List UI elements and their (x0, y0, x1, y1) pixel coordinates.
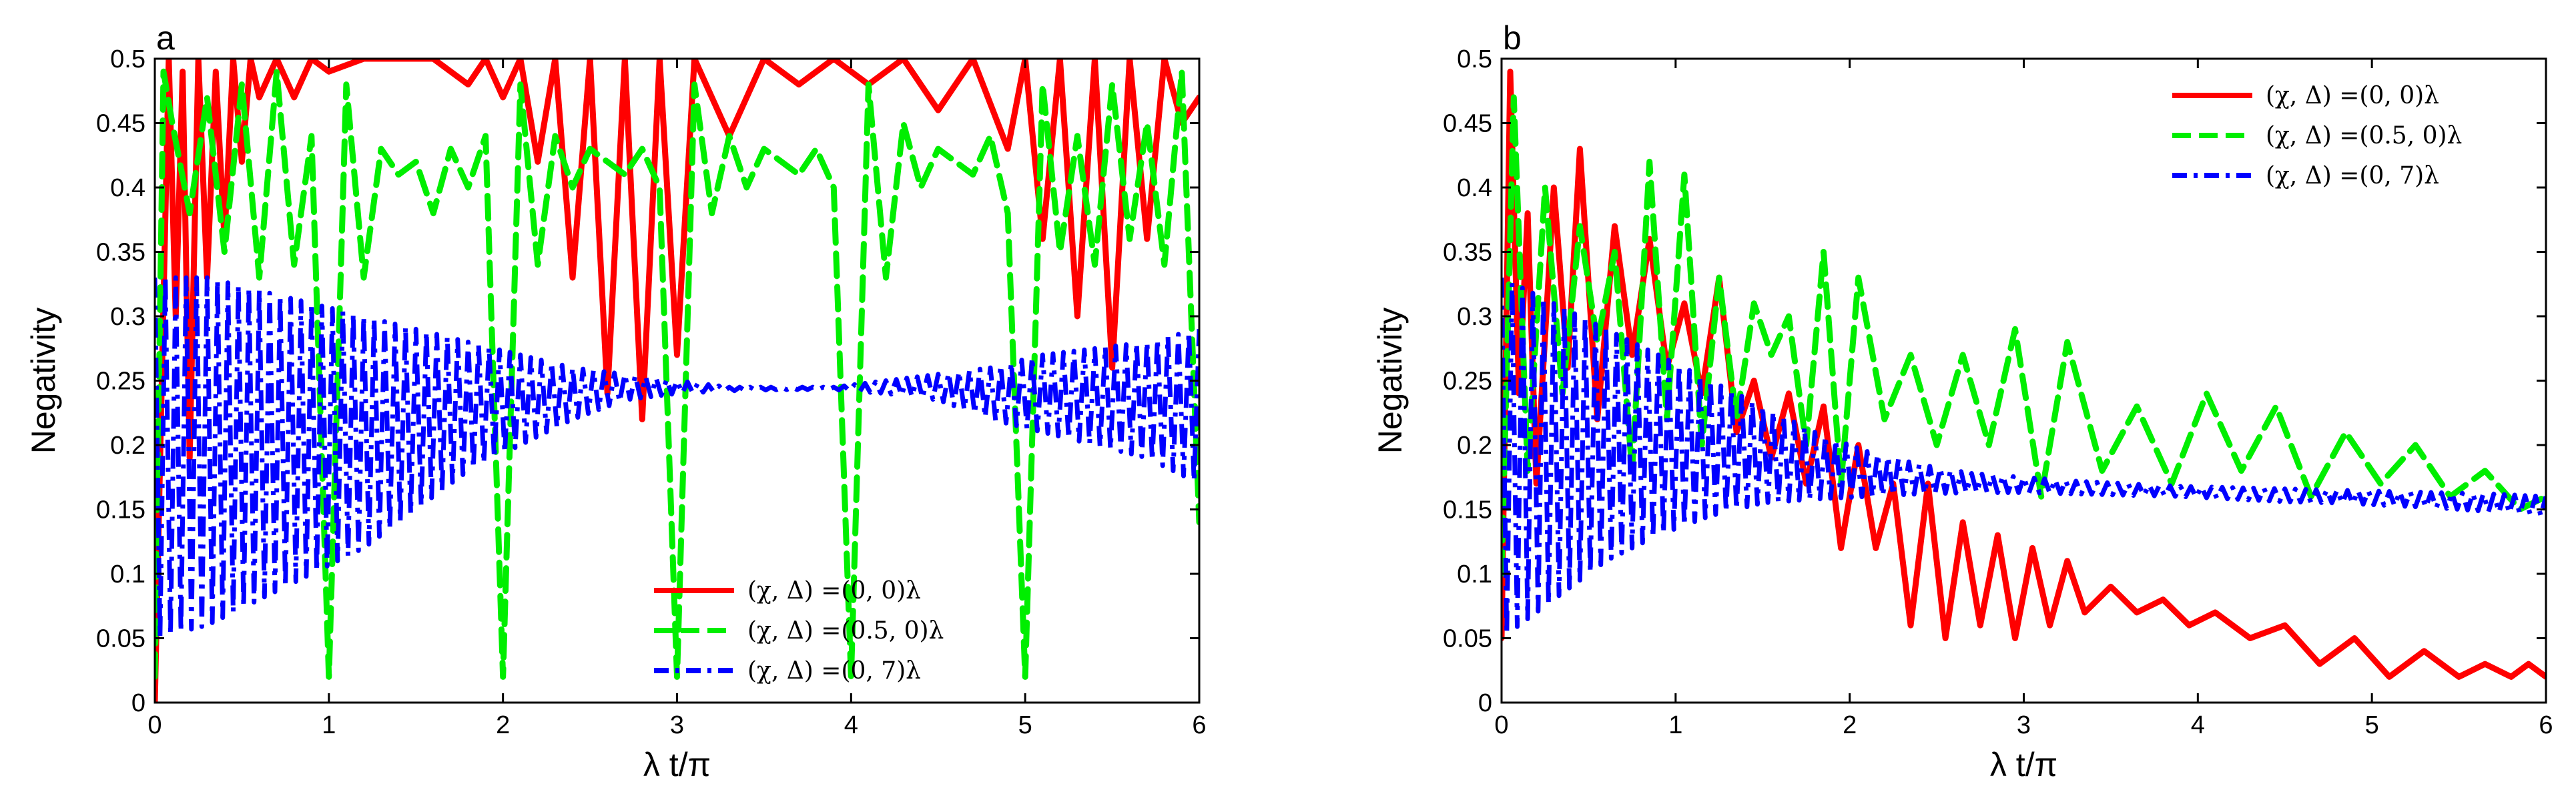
y-tick-label: 0.3 (110, 303, 145, 331)
x-tick-label: 4 (844, 711, 858, 739)
y-tick-label: 0.2 (1457, 432, 1492, 460)
legend: (χ, Δ) =(0, 0)λ (χ, Δ) =(0.5, 0)λ (χ, Δ) =… (2172, 82, 2462, 189)
y-tick-label: 0.1 (110, 560, 145, 588)
series-line-2 (1502, 94, 2546, 577)
y-tick-label: 0.5 (110, 45, 145, 73)
x-tick-label: 4 (2191, 711, 2205, 739)
legend-label-3: (χ, Δ) =(0, 7)λ (747, 657, 921, 685)
x-tick-label: 0 (1494, 711, 1508, 739)
series-line-2 (155, 68, 1199, 680)
y-tick-label: 0.4 (110, 174, 145, 202)
y-tick-label: 0.35 (1443, 239, 1492, 267)
series-line-3 (155, 275, 1199, 640)
y-tick-label: 0.45 (1443, 110, 1492, 138)
x-axis-label: λ t/π (643, 746, 711, 783)
legend: (χ, Δ) =(0, 0)λ (χ, Δ) =(0.5, 0)λ (χ, Δ) =… (654, 577, 944, 685)
x-tick-label: 0 (147, 711, 162, 739)
panel-a-chart: 0 1 2 3 4 5 6 0 0.05 0.1 0.15 0.2 0.25 0.3 0.35 0.4 0.45… (25, 19, 1207, 783)
y-tick-label: 0.05 (96, 625, 145, 653)
x-tick-label: 3 (2017, 711, 2031, 739)
y-tick-label: 0.25 (1443, 368, 1492, 396)
y-tick-label: 0 (1478, 689, 1492, 717)
y-tick-label: 0.15 (96, 496, 145, 524)
series-line-1 (155, 59, 1199, 703)
y-tick-label: 0.1 (1457, 560, 1492, 588)
legend-label-2: (χ, Δ) =(0.5, 0)λ (747, 617, 944, 645)
legend-label-1: (χ, Δ) =(0, 0)λ (2266, 82, 2439, 109)
y-tick-label: 0.45 (96, 110, 145, 138)
y-tick-label: 0.05 (1443, 625, 1492, 653)
y-axis-label: Negativity (1371, 308, 1409, 454)
x-tick-label: 6 (2539, 711, 2553, 739)
panel-label: a (156, 19, 175, 57)
legend-label-3: (χ, Δ) =(0, 7)λ (2266, 162, 2439, 189)
series-group (1502, 68, 2546, 680)
y-tick-label: 0.3 (1457, 303, 1492, 331)
y-tick-label: 0.4 (1457, 174, 1492, 202)
x-tick-label: 1 (322, 711, 336, 739)
series-group (155, 59, 1199, 703)
y-tick-label: 0 (131, 689, 145, 717)
y-tick-label: 0.15 (1443, 496, 1492, 524)
x-tick-label: 2 (496, 711, 510, 739)
legend-label-1: (χ, Δ) =(0, 0)λ (747, 577, 921, 605)
y-tick-label: 0.2 (110, 432, 145, 460)
y-tick-label: 0.35 (96, 239, 145, 267)
legend-label-2: (χ, Δ) =(0.5, 0)λ (2266, 122, 2462, 149)
x-tick-label: 5 (2365, 711, 2379, 739)
y-tick-label: 0.25 (96, 368, 145, 396)
panel-label: b (1503, 19, 1522, 57)
x-axis-label: λ t/π (1990, 746, 2057, 783)
x-tick-label: 1 (1668, 711, 1682, 739)
panel-b-chart: 0 1 2 3 4 5 6 0 0.05 0.1 0.15 0.2 0.25 0.3 0.35 0.4 0.45… (1371, 19, 2553, 783)
x-tick-label: 2 (1843, 711, 1857, 739)
y-axis-label: Negativity (25, 308, 62, 454)
x-tick-label: 6 (1192, 711, 1206, 739)
x-tick-label: 5 (1018, 711, 1032, 739)
y-tick-label: 0.5 (1457, 45, 1492, 73)
x-tick-label: 3 (670, 711, 684, 739)
